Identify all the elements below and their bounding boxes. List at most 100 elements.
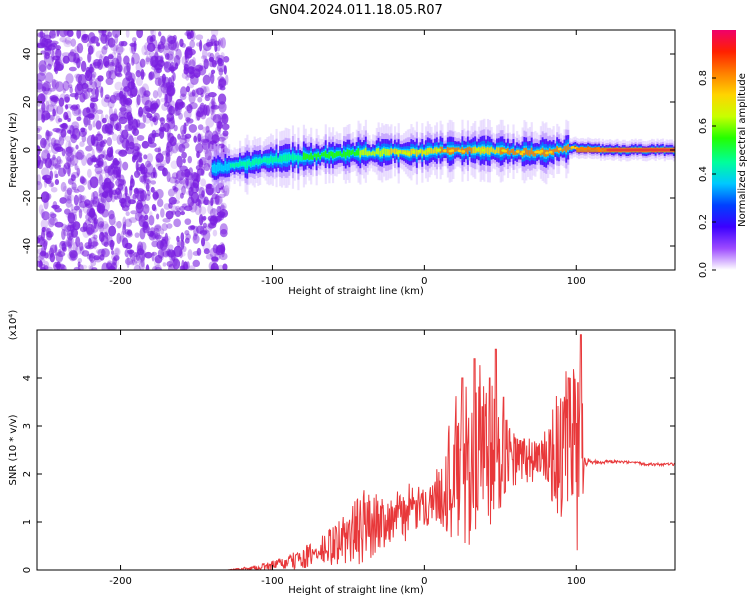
noise-speckle xyxy=(105,77,114,86)
snr-x-tick-label: 0 xyxy=(421,576,427,587)
noise-speckle xyxy=(89,76,93,86)
ridge-cell xyxy=(330,151,333,157)
ridge-cell xyxy=(262,157,265,162)
ridge-cell xyxy=(273,157,276,162)
ridge-peak xyxy=(437,148,442,152)
noise-speckle xyxy=(147,189,151,197)
noise-speckle xyxy=(184,133,192,139)
noise-speckle xyxy=(172,40,180,52)
noise-speckle xyxy=(175,189,182,201)
snr-x-label: Height of straight line (km) xyxy=(288,585,424,596)
ridge-peak xyxy=(426,149,431,152)
noise-speckle xyxy=(120,230,125,242)
noise-speckle xyxy=(73,188,80,194)
noise-speckle xyxy=(108,225,117,237)
ridge-cell xyxy=(355,150,358,156)
ridge-cell xyxy=(488,147,491,155)
noise-speckle xyxy=(91,88,97,96)
noise-speckle xyxy=(162,249,168,257)
noise-speckle xyxy=(97,85,104,93)
noise-speckle xyxy=(37,41,40,47)
ridge-cell xyxy=(257,159,260,165)
ridge-peak xyxy=(521,150,526,153)
ridge-cell xyxy=(344,151,347,159)
noise-speckle xyxy=(172,72,176,82)
noise-speckle xyxy=(204,92,210,99)
noise-speckle xyxy=(50,187,58,193)
noise-speckle xyxy=(161,167,168,177)
noise-speckle xyxy=(135,202,144,214)
noise-speckle xyxy=(48,158,55,171)
noise-speckle xyxy=(52,108,56,117)
ridge-cell xyxy=(293,154,296,161)
noise-speckle xyxy=(62,241,72,248)
ridge-cell xyxy=(497,147,501,154)
spectrogram-panel: -200 -100 0 100 40 20 0 -20 -40 Height of straig… xyxy=(8,29,748,297)
noise-speckle xyxy=(222,130,229,137)
noise-speckle xyxy=(64,208,71,215)
noise-speckle xyxy=(156,158,161,163)
noise-speckle xyxy=(103,223,110,235)
noise-speckle xyxy=(168,196,177,205)
ridge-cell xyxy=(222,166,225,171)
noise-speckle xyxy=(129,42,137,47)
noise-speckle xyxy=(179,38,184,48)
noise-speckle xyxy=(183,169,189,174)
noise-speckle xyxy=(62,55,70,64)
noise-speckle xyxy=(198,214,204,226)
colorbar-tick-label: 0.6 xyxy=(698,118,709,134)
noise-speckle xyxy=(211,96,216,108)
noise-speckle xyxy=(181,142,190,149)
ridge-cell xyxy=(266,157,269,164)
noise-speckle xyxy=(201,48,208,60)
noise-speckle xyxy=(129,44,134,54)
noise-speckle xyxy=(37,254,45,261)
noise-speckle xyxy=(40,92,48,103)
noise-speckle xyxy=(61,39,71,44)
noise-speckle xyxy=(133,264,141,270)
noise-speckle xyxy=(44,72,54,84)
noise-speckle xyxy=(174,62,179,70)
noise-speckle xyxy=(79,141,85,148)
spectrogram-x-tick-label: -100 xyxy=(261,276,284,287)
noise-speckle xyxy=(115,149,123,155)
noise-speckle xyxy=(129,185,133,191)
noise-speckle xyxy=(218,100,225,110)
noise-speckle xyxy=(122,216,127,228)
noise-speckle xyxy=(187,155,193,164)
noise-speckle xyxy=(128,141,135,150)
noise-speckle xyxy=(60,181,67,192)
noise-speckle xyxy=(181,203,187,209)
noise-speckle xyxy=(59,36,67,43)
noise-speckle xyxy=(223,65,227,75)
noise-speckle xyxy=(69,250,78,261)
ridge-cell xyxy=(410,148,413,156)
noise-speckle xyxy=(49,211,55,217)
noise-speckle xyxy=(209,38,216,44)
noise-speckle xyxy=(212,229,218,237)
noise-speckle xyxy=(223,55,230,63)
noise-speckle xyxy=(71,182,77,191)
ridge-peak xyxy=(557,147,562,151)
noise-speckle xyxy=(197,137,202,145)
noise-speckle xyxy=(144,193,151,201)
noise-speckle xyxy=(82,222,88,232)
noise-speckle xyxy=(65,146,73,157)
noise-speckle xyxy=(41,82,50,95)
noise-speckle xyxy=(106,262,113,270)
noise-speckle xyxy=(141,45,148,56)
noise-speckle xyxy=(58,159,63,165)
noise-speckle xyxy=(191,199,195,205)
noise-speckle xyxy=(108,213,116,226)
ridge-cell xyxy=(370,152,373,156)
noise-speckle xyxy=(150,230,154,238)
snr-y-tick-label: 2 xyxy=(22,471,33,477)
noise-speckle xyxy=(209,52,215,63)
noise-speckle xyxy=(50,182,54,187)
noise-speckle xyxy=(89,176,99,189)
ridge-cell xyxy=(326,154,329,158)
noise-speckle xyxy=(203,163,211,172)
noise-speckle xyxy=(144,251,153,259)
ridge-peak xyxy=(397,150,402,154)
noise-speckle xyxy=(184,230,190,236)
